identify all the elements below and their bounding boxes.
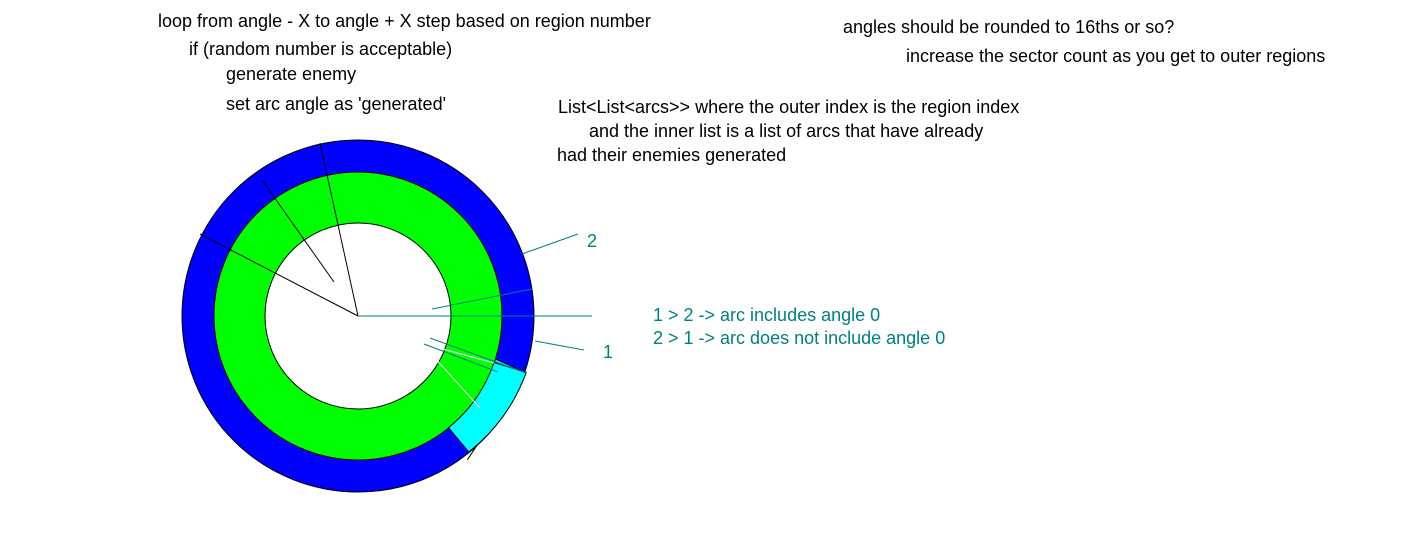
arc-edge-line [432,355,481,409]
marker-line-2 [521,233,579,255]
sector-line [319,142,359,317]
sector-line [199,233,359,317]
sector-count-note: increase the sector count as you get to … [906,46,1326,66]
if-random-note: if (random number is acceptable) [189,39,453,59]
arc-edge-line [438,347,495,364]
marker-line-inner-1b [423,343,499,373]
list-structure-note-line2: and the inner list is a list of arcs tha… [589,121,984,141]
marker-label-1: 1 [603,342,614,362]
rule-includes-angle-zero: 1 > 2 -> arc includes angle 0 [653,305,881,325]
rule-excludes-angle-zero: 2 > 1 -> arc does not include angle 0 [653,328,946,348]
highlighted-outer-arc-band [447,361,527,453]
list-structure-note-line1: List<List<arcs>> where the outer index i… [558,97,1020,117]
marker-line-1 [534,340,585,351]
rounding-note: angles should be rounded to 16ths or so? [843,17,1175,37]
list-structure-note-line3: had their enemies generated [557,145,787,165]
generate-enemy-note: generate enemy [226,64,357,84]
marker-label-2: 2 [587,231,598,251]
sector-line [261,179,335,283]
loop-note: loop from angle - X to angle + X step ba… [158,11,651,31]
marker-line-inner-2 [431,288,533,310]
marker-line-inner-1 [429,337,527,374]
set-arc-note: set arc angle as 'generated' [226,94,447,114]
